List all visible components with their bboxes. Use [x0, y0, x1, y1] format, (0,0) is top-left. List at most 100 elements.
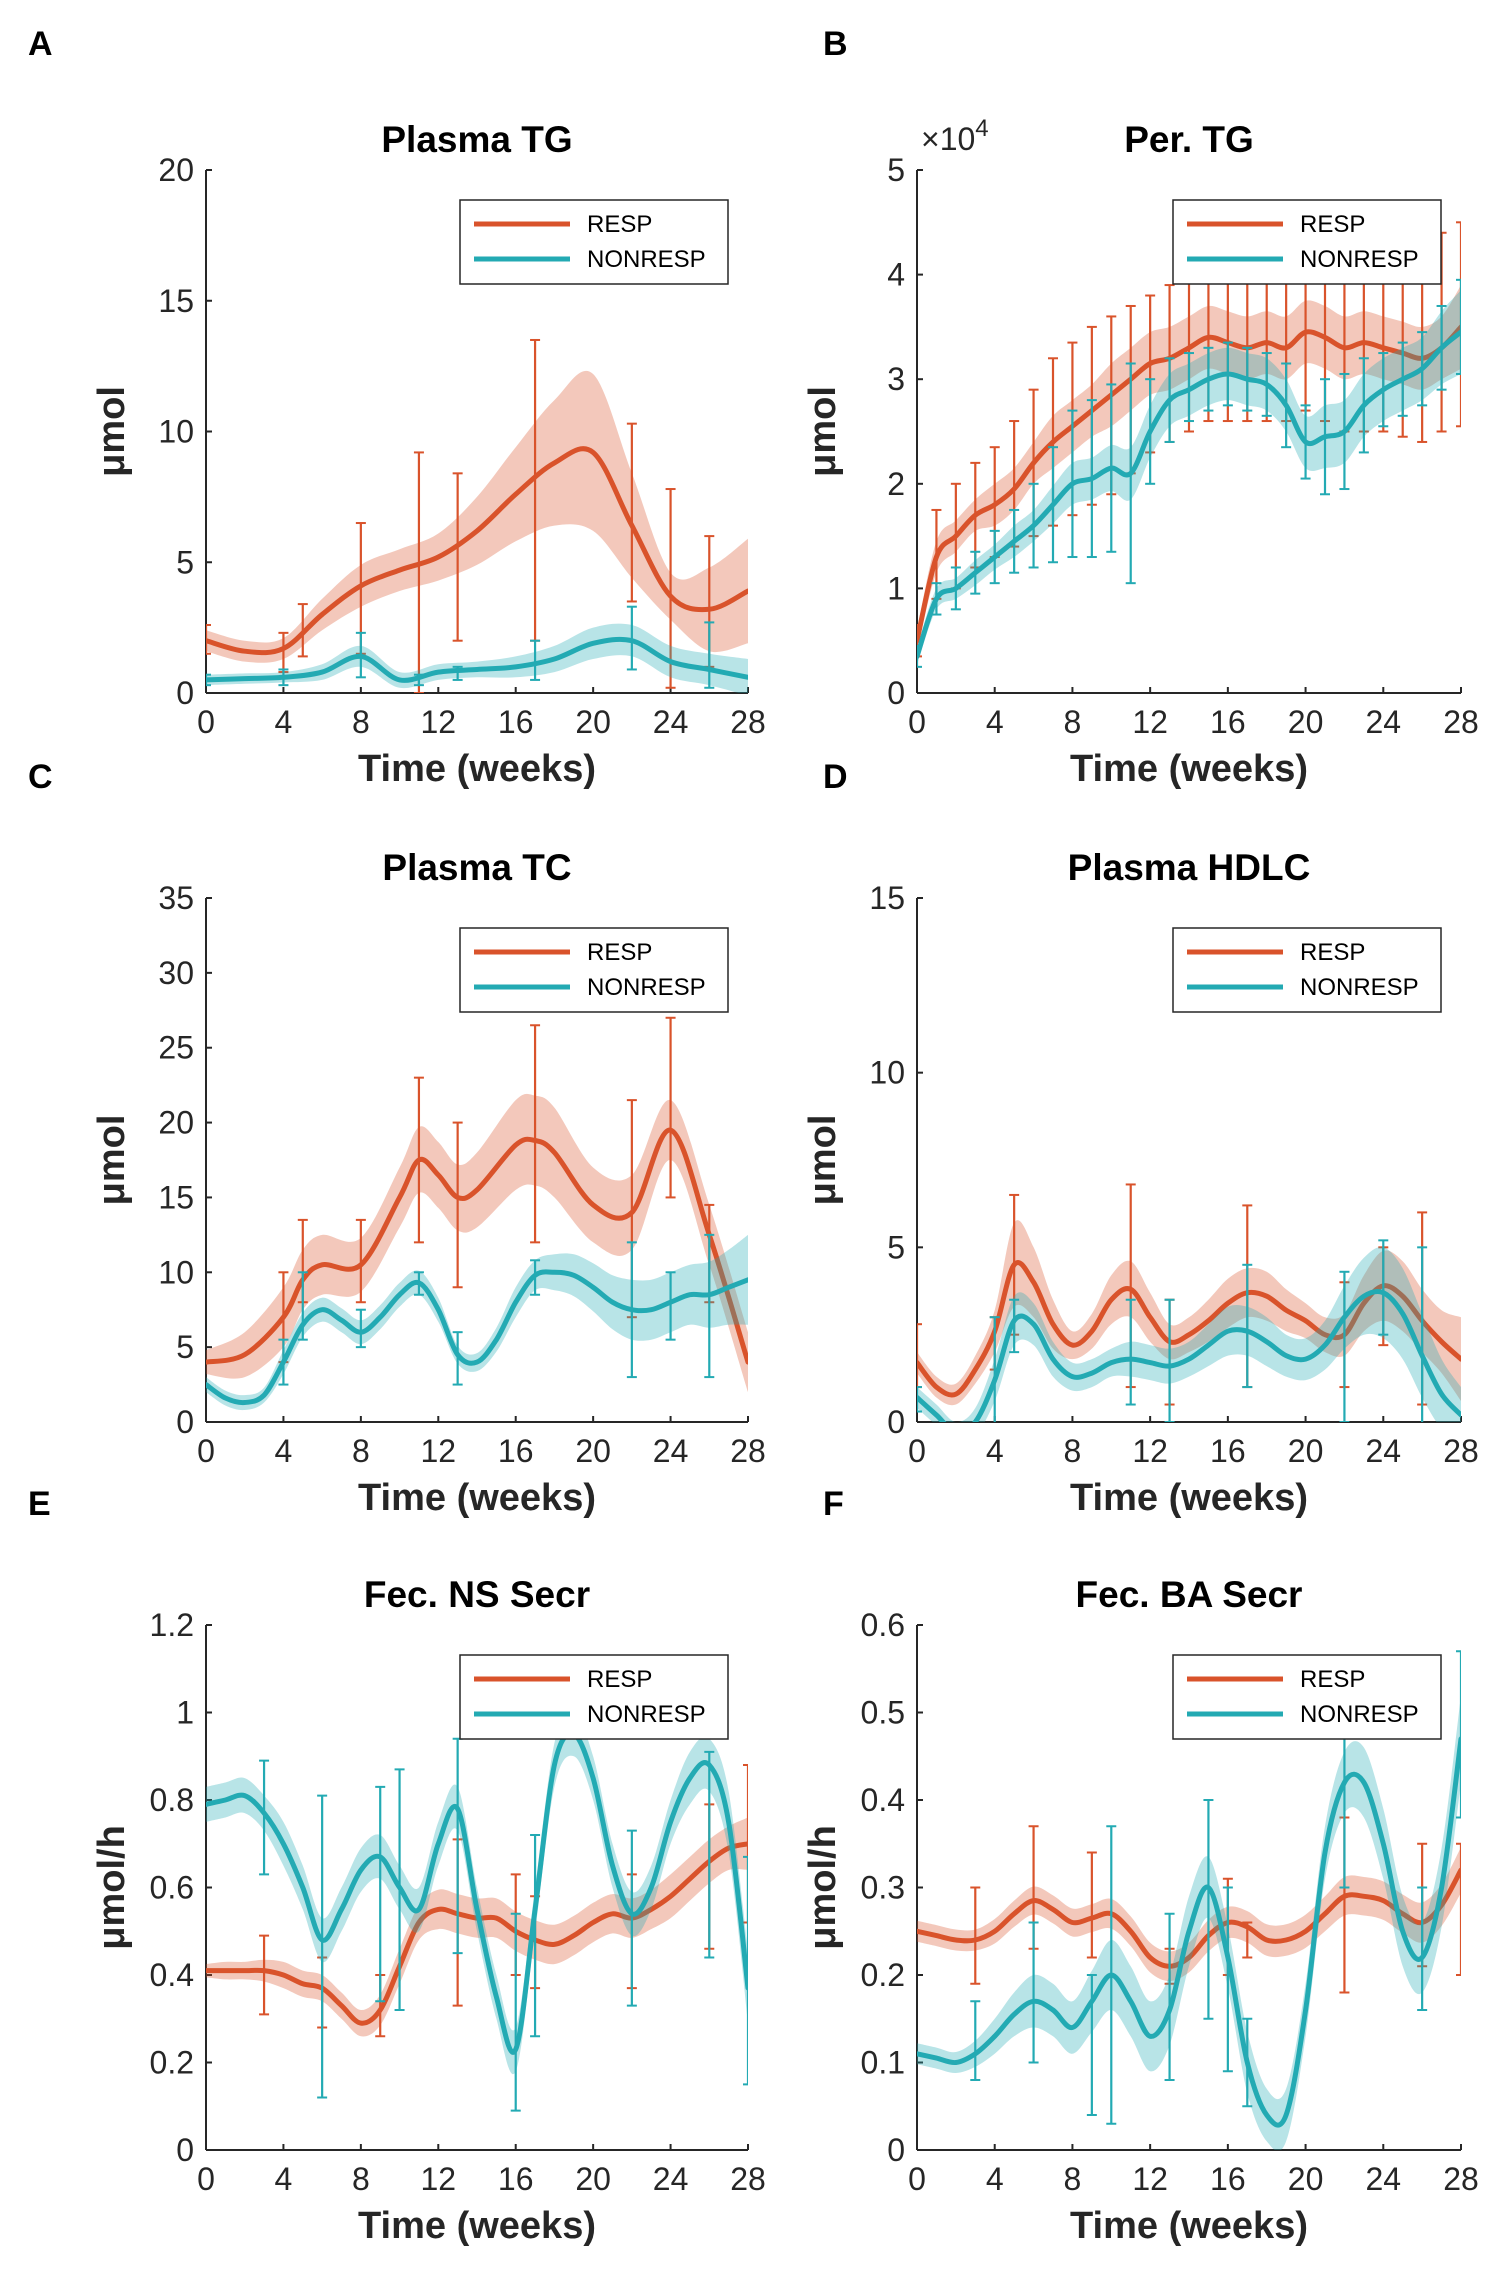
error-bar-resp	[1456, 221, 1461, 428]
x-axis-label: Time (weeks)	[358, 748, 596, 790]
error-bar-nonresp	[1417, 1246, 1428, 1422]
plot-area	[917, 221, 1461, 668]
x-tick-label: 12	[420, 704, 456, 740]
x-tick-label: 24	[653, 2161, 689, 2197]
legend-label-resp: RESP	[1300, 211, 1365, 238]
panel-letter: F	[823, 1485, 844, 1523]
series-line-resp	[917, 324, 1461, 644]
x-tick-label: 4	[986, 2161, 1004, 2197]
error-bar-nonresp	[743, 1855, 748, 2086]
x-tick-label: 12	[420, 2161, 456, 2197]
error-bar-nonresp	[1164, 1298, 1175, 1422]
series-line-nonresp	[206, 1269, 748, 1406]
y-tick-label: 0.2	[150, 2045, 194, 2081]
series-line-nonresp	[917, 1288, 1461, 1422]
error-bar-nonresp	[704, 1750, 715, 1959]
series-line-nonresp	[917, 329, 1461, 659]
error-bar-nonresp	[1125, 1298, 1136, 1406]
y-tick-label: 30	[158, 955, 194, 991]
x-axis-label: Time (weeks)	[358, 2205, 596, 2247]
plot-area	[206, 338, 748, 693]
series-line-resp	[917, 1260, 1461, 1398]
legend-box	[1172, 199, 1442, 285]
x-tick-label: 24	[1365, 704, 1401, 740]
panel-letter: A	[28, 25, 53, 63]
error-bar-nonresp	[1339, 1270, 1350, 1422]
x-tick-label: 4	[986, 704, 1004, 740]
panel-letter: D	[823, 758, 848, 796]
confidence-band-resp	[206, 370, 748, 663]
confidence-band-resp	[206, 1093, 748, 1393]
error-bar-nonresp	[1417, 1886, 1428, 2011]
y-axis-label: μmol	[802, 386, 844, 477]
y-tick-label: 0.4	[150, 1957, 194, 1993]
error-bar-resp	[1456, 1842, 1461, 1976]
x-tick-label: 8	[1064, 2161, 1082, 2197]
series-line-nonresp	[206, 1731, 748, 2055]
error-bar-nonresp	[1242, 1263, 1253, 1389]
error-bar-resp	[413, 451, 424, 693]
error-bar-nonresp	[626, 1829, 637, 2007]
error-bar-nonresp	[665, 1271, 676, 1341]
error-bar-nonresp	[917, 1386, 922, 1413]
error-bar-nonresp	[704, 621, 715, 689]
legend-box	[1172, 927, 1442, 1013]
y-tick-label: 5	[887, 1229, 905, 1265]
legend-label-nonresp: NONRESP	[587, 246, 706, 273]
y-tick-label: 35	[158, 880, 194, 916]
y-tick-label: 0.4	[861, 1782, 905, 1818]
y-tick-label: 0.3	[861, 1870, 905, 1906]
y-tick-label: 20	[158, 1105, 194, 1141]
error-bar-nonresp	[626, 605, 637, 671]
error-bar-resp	[452, 472, 463, 642]
error-bar-nonresp	[355, 1308, 366, 1349]
x-tick-label: 16	[498, 1433, 534, 1469]
error-bar-nonresp	[1456, 278, 1461, 375]
x-tick-label: 16	[498, 704, 534, 740]
legend-label-nonresp: NONRESP	[587, 1701, 706, 1728]
x-tick-label: 28	[730, 704, 766, 740]
x-tick-label: 8	[352, 1433, 370, 1469]
x-tick-label: 0	[197, 1433, 215, 1469]
series-line-resp	[206, 446, 748, 656]
y-tick-label: 10	[158, 1254, 194, 1290]
panel-f: F Fec. BA Secr 0 4 8 12 16 20 24 28 0 0.1 0.2 0.3 0.4 0…	[802, 1485, 1479, 2247]
x-tick-label: 24	[1365, 1433, 1401, 1469]
y-tick-label: 0	[887, 2132, 905, 2168]
series-nonresp	[206, 1711, 748, 2112]
x-tick-label: 28	[730, 2161, 766, 2197]
y-tick-label: 0.2	[861, 1957, 905, 1993]
error-bar-nonresp	[530, 639, 541, 681]
y-tick-label: 2	[887, 466, 905, 502]
y-tick-label: 10	[869, 1055, 905, 1091]
legend-label-resp: RESP	[587, 939, 652, 966]
confidence-band-nonresp	[917, 1247, 1461, 1422]
x-tick-label: 16	[1210, 704, 1246, 740]
x-tick-label: 12	[1132, 704, 1168, 740]
y-tick-label: 25	[158, 1030, 194, 1066]
y-tick-label: 0	[887, 1404, 905, 1440]
series-nonresp	[917, 278, 1461, 668]
x-tick-label: 4	[275, 1433, 293, 1469]
y-tick-label: 15	[158, 1179, 194, 1215]
legend-box	[459, 1654, 729, 1740]
y-tick-label: 4	[887, 257, 905, 293]
y-tick-label: 0	[176, 1404, 194, 1440]
legend-label-resp: RESP	[587, 1666, 652, 1693]
plot-area	[206, 1711, 748, 2112]
error-bar-resp	[665, 488, 676, 689]
y-tick-label: 0.6	[150, 1870, 194, 1906]
confidence-band-nonresp	[206, 1234, 748, 1411]
error-bar-nonresp	[970, 2000, 981, 2081]
error-bar-nonresp	[704, 1233, 715, 1379]
legend: RESP NONRESP	[459, 1654, 729, 1740]
error-bar-nonresp	[530, 1834, 541, 2038]
x-tick-label: 28	[1443, 1433, 1479, 1469]
x-tick-label: 4	[986, 1433, 1004, 1469]
legend-box	[1172, 1654, 1442, 1740]
x-tick-label: 12	[1132, 1433, 1168, 1469]
error-bar-nonresp	[510, 1912, 521, 2112]
x-tick-label: 16	[1210, 2161, 1246, 2197]
error-bar-resp	[743, 1764, 748, 1924]
